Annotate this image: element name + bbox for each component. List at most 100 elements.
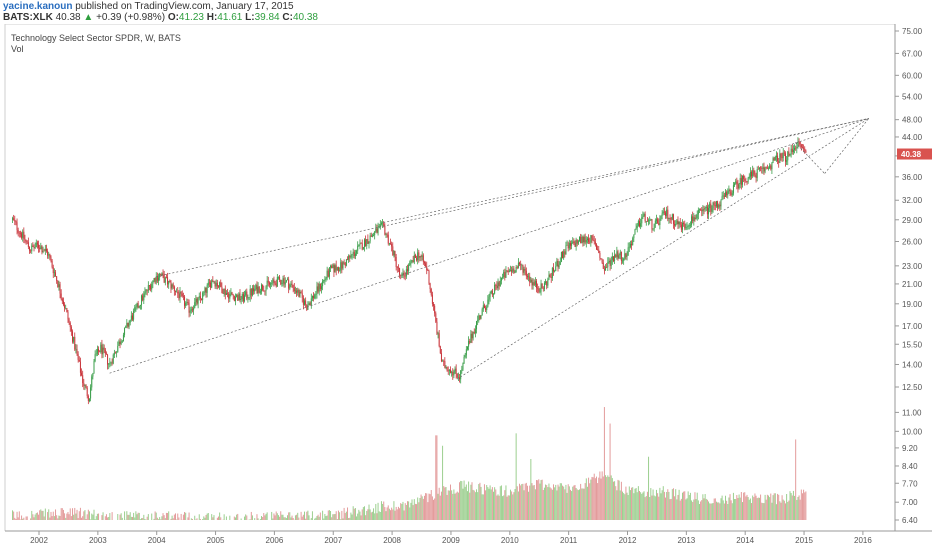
candle-body [117, 345, 119, 353]
volume-bar [593, 473, 595, 520]
volume-bar [40, 509, 42, 520]
candle-body [76, 348, 78, 355]
candle-body [146, 289, 148, 291]
candle-body [491, 290, 493, 295]
candle-body [698, 209, 700, 211]
volume-bar [770, 493, 772, 520]
volume-bar [315, 517, 317, 520]
volume-bar [609, 423, 611, 520]
volume-bar [715, 501, 717, 520]
candle-body [611, 256, 613, 260]
volume-bar [792, 490, 794, 520]
volume-bar [223, 514, 225, 520]
volume-bar [620, 481, 622, 520]
candle-body [588, 238, 590, 242]
volume-bar [358, 509, 360, 520]
candle-body [644, 213, 646, 222]
candle-body [784, 153, 786, 162]
volume-bar [340, 519, 342, 520]
volume-bar [95, 516, 97, 520]
volume-bar [279, 516, 281, 520]
volume-bar [697, 500, 699, 520]
time-axis[interactable]: 2002 2003 2004 2005 2006 2007 2008 2009 2010 2011… [30, 531, 872, 545]
price-axis-tick-label: 14.00 [902, 360, 923, 369]
volume-bar [236, 514, 238, 520]
volume-bar [683, 491, 685, 520]
candle-body [619, 251, 621, 256]
volume-bar [670, 498, 672, 520]
volume-bar [564, 489, 566, 520]
volume-bar [600, 478, 602, 520]
candle-body [567, 245, 569, 249]
trend-line[interactable] [109, 118, 869, 374]
trend-lines[interactable] [109, 118, 870, 380]
trend-line[interactable] [383, 118, 869, 223]
volume-bar [626, 492, 628, 520]
candle-body [702, 209, 704, 212]
candle-body [31, 245, 33, 252]
candle-body [172, 284, 174, 287]
candle-body [79, 361, 81, 373]
author-link[interactable]: yacine.kanoun [3, 1, 73, 12]
volume-bar [790, 493, 792, 520]
volume-bar [42, 510, 44, 520]
candle-body [708, 208, 710, 215]
candle-body [779, 153, 781, 163]
volume-bar [250, 511, 252, 520]
candle-body [531, 279, 533, 286]
candle-body [291, 283, 293, 285]
volume-bar [446, 494, 448, 520]
volume-bar [703, 498, 705, 520]
candle-body [151, 283, 153, 290]
candle-body [168, 280, 170, 285]
volume-bar [565, 484, 567, 520]
volume-bar [655, 489, 657, 520]
candle-body [240, 299, 242, 300]
volume-bar [403, 510, 405, 520]
candle-body [311, 295, 313, 299]
time-axis-tick-label: 2009 [442, 536, 460, 545]
symbol-label[interactable]: BATS:XLK [3, 12, 53, 23]
candle-body [446, 367, 448, 371]
candle-body [605, 267, 607, 271]
candle-body [363, 239, 365, 248]
candle-body [387, 234, 389, 244]
volume-bar [13, 511, 15, 520]
volume-bar [555, 484, 557, 520]
volume-bar [789, 491, 791, 520]
candle-body [178, 293, 180, 299]
candle-body [579, 236, 581, 241]
candle-body [528, 276, 530, 278]
candle-body [577, 240, 579, 244]
candle-body [748, 176, 750, 179]
candle-body [453, 370, 455, 376]
volume-bar [540, 480, 542, 520]
volume-bar [543, 487, 545, 520]
volume-bar [184, 512, 186, 520]
price-chart[interactable]: 75.0067.0060.0054.0048.0044.0040.0036.00… [0, 24, 932, 550]
volume-bar [330, 511, 332, 520]
candle-body [419, 256, 421, 258]
volume-bar [726, 500, 728, 520]
trend-line[interactable] [794, 142, 825, 174]
volume-bar [147, 514, 149, 520]
candle-body [43, 250, 45, 252]
volume-bar [549, 487, 551, 520]
trend-line[interactable] [156, 118, 869, 277]
volume-bar [567, 484, 569, 520]
low-label: L: [245, 12, 255, 23]
volume-bar [88, 511, 90, 520]
candle-body [57, 280, 59, 288]
trend-line[interactable] [456, 118, 869, 380]
candle-body [342, 262, 344, 269]
volume-bar [49, 517, 51, 520]
candle-body [122, 334, 124, 342]
volume-bar [164, 518, 166, 520]
candle-body [722, 195, 724, 197]
volume-bar [674, 496, 676, 520]
volume-bar [625, 486, 627, 520]
volume-bar [314, 518, 316, 520]
volume-bar [575, 488, 577, 520]
volume-bar [601, 471, 603, 520]
volume-bar [107, 517, 109, 520]
